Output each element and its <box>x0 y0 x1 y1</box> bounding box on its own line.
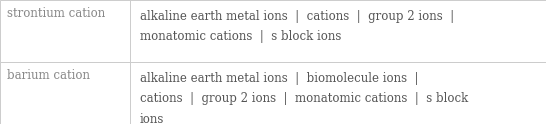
Text: barium cation: barium cation <box>7 69 90 82</box>
Text: alkaline earth metal ions  |  biomolecule ions  |: alkaline earth metal ions | biomolecule … <box>140 72 418 85</box>
Text: alkaline earth metal ions  |  cations  |  group 2 ions  |: alkaline earth metal ions | cations | gr… <box>140 10 454 23</box>
Bar <box>0 62 546 124</box>
Text: monatomic cations  |  s block ions: monatomic cations | s block ions <box>140 30 341 43</box>
Text: strontium cation: strontium cation <box>7 7 105 20</box>
Text: ions: ions <box>140 113 164 124</box>
Text: cations  |  group 2 ions  |  monatomic cations  |  s block: cations | group 2 ions | monatomic catio… <box>140 92 468 105</box>
Bar <box>0 0 546 62</box>
